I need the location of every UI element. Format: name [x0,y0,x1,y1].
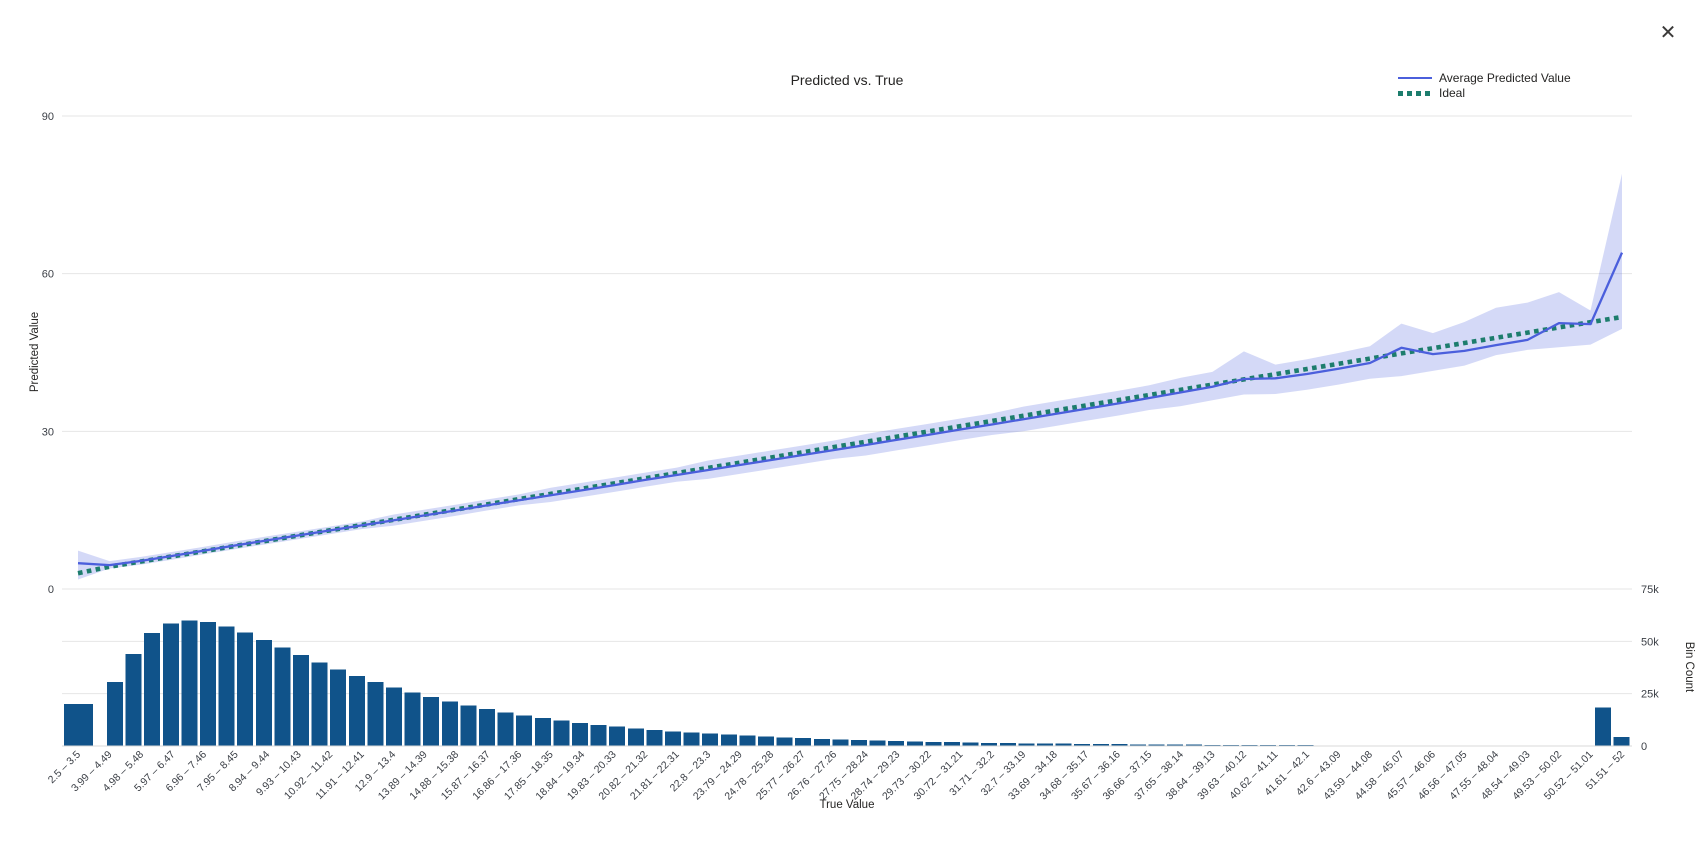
histogram-bar [218,626,235,746]
y-axis-left-tick-label: 0 [48,584,54,596]
histogram-bar [1204,744,1221,746]
histogram-bar [497,712,514,746]
histogram-bar [200,622,216,746]
histogram-bar [255,640,272,746]
histogram-bar [293,654,309,746]
legend-label: Average Predicted Value [1439,71,1571,85]
histogram-bar [1223,744,1239,746]
histogram-bar [311,662,328,746]
chart-title: Predicted vs. True [790,72,904,88]
histogram-bar [1074,743,1091,746]
histogram-bar [906,741,923,746]
histogram-bar [609,726,626,746]
histogram-bar [237,632,254,746]
histogram-bar [1055,743,1072,746]
histogram-bar [423,697,440,746]
histogram-bar [125,653,142,746]
histogram-bar [1018,743,1035,746]
histogram-bar [795,738,812,746]
histogram-bar [962,742,979,746]
dotted-swatch-icon [1398,90,1432,96]
histogram-bar [981,742,998,746]
predicted-line [77,252,1624,567]
y-axis-left-tick-label: 90 [42,111,54,123]
histogram-bar [999,743,1016,746]
histogram-bar [720,734,737,746]
y-axis-right-tick-label: 25k [1641,689,1659,701]
histogram-bar [144,632,161,746]
histogram-bar [572,722,588,746]
histogram-bar [683,732,700,746]
y-axis-left-title: Predicted Value [29,312,41,392]
histogram-bar [534,718,551,746]
histogram-bar [627,728,644,746]
histogram-bar [944,742,960,746]
histogram-bar [925,741,942,746]
histogram-bar [590,725,607,746]
close-icon: ✕ [1659,22,1677,44]
histogram-bar [646,729,663,746]
histogram-bar [665,731,681,746]
histogram-bar [404,692,421,746]
histogram-bar [1595,707,1611,746]
y-axis-left-tick-label: 30 [42,426,54,438]
histogram-bar [739,735,756,746]
legend-item-ideal[interactable]: Ideal [1398,86,1571,100]
histogram-bar [776,737,793,746]
histogram-bar [869,740,886,746]
histogram-bar [888,740,905,746]
histogram-bar [181,620,198,746]
histogram-bar [1613,736,1630,746]
y-axis-right-tick-label: 75k [1641,584,1659,596]
histogram-bar [348,675,365,746]
histogram-bar [64,704,93,746]
x-axis-title: True Value [820,799,875,811]
histogram-bar [367,681,384,746]
line-swatch-icon [1398,77,1432,79]
histogram-bar [460,705,477,746]
histogram-bar [274,647,291,746]
histogram-bar [162,623,179,746]
y-axis-left-tick-label: 60 [42,269,54,281]
legend: Average Predicted Value Ideal [1398,71,1571,101]
legend-item-average-predicted[interactable]: Average Predicted Value [1398,71,1571,85]
histogram-bar [813,738,830,746]
histogram-bar [479,709,495,746]
y-axis-right-title: Bin Count [1683,642,1695,693]
histogram-bar [702,733,719,746]
histogram-bar [1130,744,1146,746]
histogram-bar [758,736,774,746]
legend-label: Ideal [1439,86,1466,100]
histogram-bar [107,682,123,746]
histogram-bar [386,687,402,746]
histogram-bar [1148,744,1165,746]
histogram-bar [330,669,347,746]
y-axis-right-tick-label: 0 [1641,741,1647,753]
histogram-bar [1167,744,1184,746]
histogram-bar [1111,744,1128,746]
histogram-bar [441,701,458,746]
histogram-bar [832,739,849,746]
histogram-bar [1092,744,1109,746]
histogram-bar [851,739,867,746]
close-button[interactable]: ✕ [1652,18,1684,48]
histogram-bar [516,715,533,746]
histogram-bar [1037,743,1053,746]
y-axis-right-tick-label: 50k [1641,636,1659,648]
histogram-bar [1185,744,1202,746]
confidence-band [78,173,1622,580]
histogram-bar [553,720,570,746]
